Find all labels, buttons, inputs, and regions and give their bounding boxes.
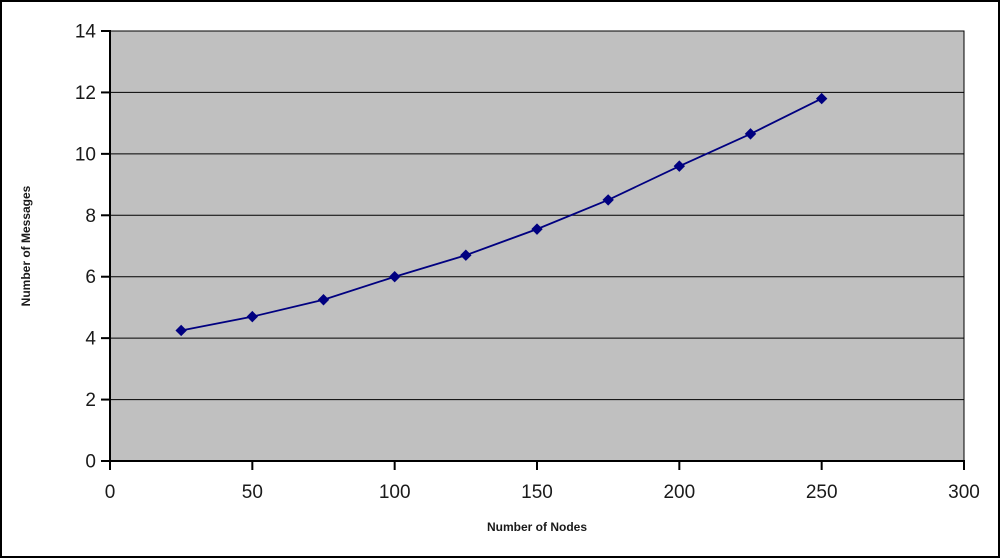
- y-tick-label: 14: [75, 22, 97, 43]
- data-point-marker: [460, 249, 472, 261]
- y-tick-label: 6: [85, 267, 96, 288]
- y-tick-label: 0: [85, 452, 96, 473]
- x-tick-label: 150: [521, 482, 553, 503]
- data-point-marker: [246, 310, 259, 323]
- plot-area: [109, 30, 965, 462]
- x-tick-label: 50: [242, 482, 263, 503]
- data-point-marker: [531, 223, 543, 235]
- x-axis-title: Number of Nodes: [486, 520, 587, 534]
- series-line: [180, 97, 823, 332]
- y-tick-label: 4: [85, 329, 96, 350]
- data-point-marker: [815, 92, 828, 105]
- y-tick-label: 2: [85, 390, 96, 411]
- data-point-marker: [175, 324, 187, 337]
- x-tick-label: 100: [379, 482, 411, 503]
- data-point-marker: [317, 294, 330, 306]
- y-tick-label: 8: [85, 206, 96, 227]
- data-point-marker: [602, 194, 614, 206]
- data-point-marker: [673, 160, 686, 172]
- y-tick-label: 10: [75, 144, 96, 165]
- x-tick-label: 200: [663, 482, 695, 503]
- y-axis-title: Number of Messages: [19, 185, 33, 307]
- data-point-marker: [388, 271, 401, 283]
- y-tick-label: 12: [75, 83, 96, 104]
- data-point-marker: [744, 128, 757, 140]
- x-tick-label: 250: [806, 482, 838, 503]
- x-tick-label: 300: [948, 482, 980, 503]
- x-tick-label: 0: [105, 482, 116, 503]
